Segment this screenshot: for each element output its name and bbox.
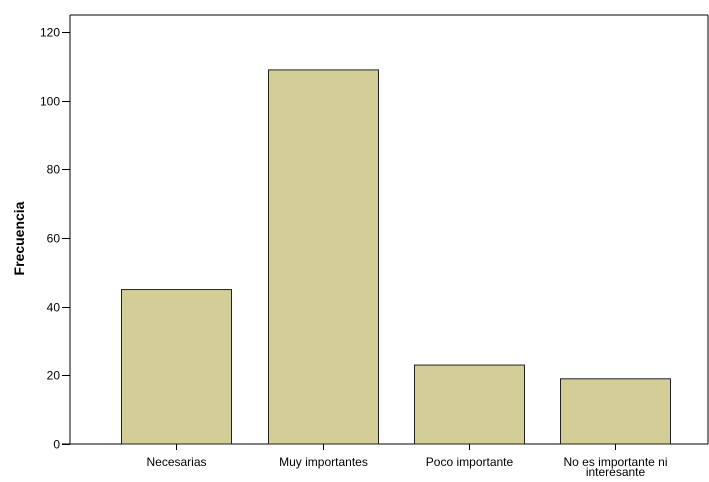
y-tick-label: 60 [47, 232, 61, 246]
bar [560, 378, 671, 445]
x-axis-ticks: Necesarias Muy importantes Poco importante… [146, 444, 668, 479]
y-tick-label: 40 [47, 301, 61, 315]
bar [121, 289, 232, 445]
x-category-label: No es importante ni interesante [563, 455, 667, 477]
y-tick-label: 0 [53, 438, 60, 452]
x-category-label: Necesarias [146, 455, 206, 469]
y-tick-label: 120 [40, 26, 60, 40]
x-category-label: Poco importante [426, 455, 514, 469]
y-axis-title: Frecuencia [11, 201, 27, 275]
y-tick-label: 80 [47, 163, 61, 177]
y-tick-label: 100 [40, 95, 60, 109]
y-tick-label: 20 [47, 369, 61, 383]
bars [121, 69, 671, 445]
bar [414, 364, 525, 445]
x-category-label: Muy importantes [279, 455, 368, 469]
y-axis-ticks: 0 20 40 60 80 100 120 [40, 26, 70, 452]
bar [268, 69, 379, 445]
